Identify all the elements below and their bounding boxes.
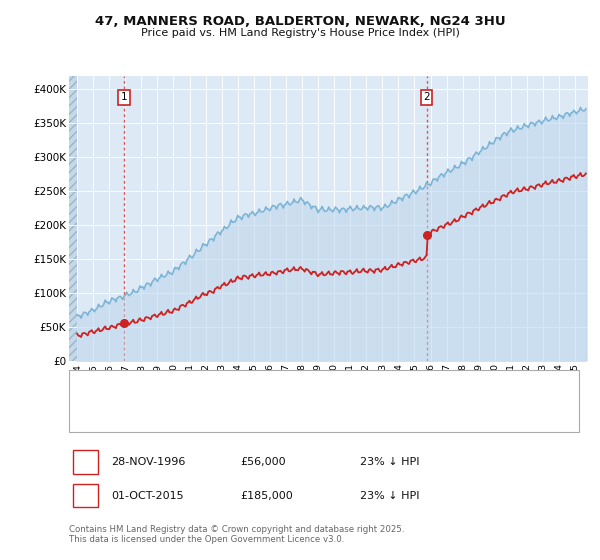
Text: Price paid vs. HM Land Registry's House Price Index (HPI): Price paid vs. HM Land Registry's House … xyxy=(140,28,460,38)
Text: 28-NOV-1996: 28-NOV-1996 xyxy=(112,457,186,467)
Text: £185,000: £185,000 xyxy=(240,491,293,501)
Bar xyxy=(69,76,77,361)
Text: 2: 2 xyxy=(82,491,89,501)
Text: 23% ↓ HPI: 23% ↓ HPI xyxy=(360,491,419,501)
Text: 47, MANNERS ROAD, BALDERTON, NEWARK, NG24 3HU (detached house): 47, MANNERS ROAD, BALDERTON, NEWARK, NG2… xyxy=(114,382,481,392)
Text: 01-OCT-2015: 01-OCT-2015 xyxy=(112,491,184,501)
Text: 2: 2 xyxy=(423,92,430,102)
Text: HPI: Average price, detached house, Newark and Sherwood: HPI: Average price, detached house, Newa… xyxy=(114,412,410,422)
Text: Contains HM Land Registry data © Crown copyright and database right 2025.
This d: Contains HM Land Registry data © Crown c… xyxy=(69,525,404,544)
Text: £56,000: £56,000 xyxy=(240,457,286,467)
Text: 1: 1 xyxy=(121,92,127,102)
Text: 47, MANNERS ROAD, BALDERTON, NEWARK, NG24 3HU: 47, MANNERS ROAD, BALDERTON, NEWARK, NG2… xyxy=(95,15,505,27)
Text: 23% ↓ HPI: 23% ↓ HPI xyxy=(360,457,419,467)
Text: 1: 1 xyxy=(82,457,89,467)
